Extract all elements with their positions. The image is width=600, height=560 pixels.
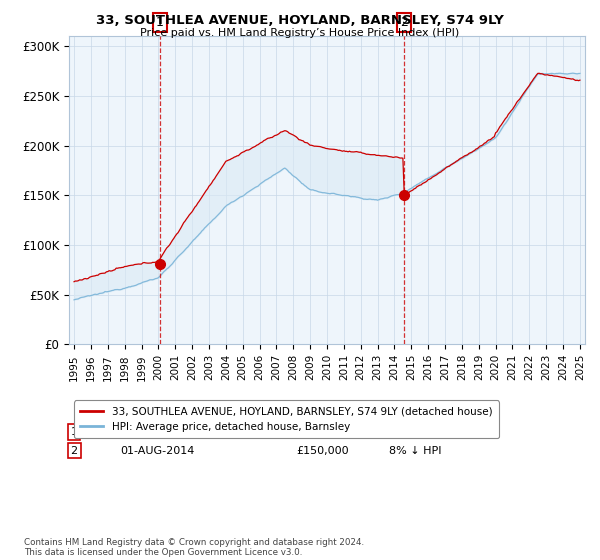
Text: 31-JAN-2000: 31-JAN-2000 (121, 427, 190, 437)
Text: Contains HM Land Registry data © Crown copyright and database right 2024.
This d: Contains HM Land Registry data © Crown c… (24, 538, 364, 557)
Text: 01-AUG-2014: 01-AUG-2014 (121, 446, 195, 456)
Text: 19% ↑ HPI: 19% ↑ HPI (389, 427, 448, 437)
Text: 33, SOUTHLEA AVENUE, HOYLAND, BARNSLEY, S74 9LY: 33, SOUTHLEA AVENUE, HOYLAND, BARNSLEY, … (96, 14, 504, 27)
Text: 1: 1 (71, 427, 77, 437)
Text: 2: 2 (71, 446, 78, 456)
Text: £150,000: £150,000 (296, 446, 349, 456)
Text: Price paid vs. HM Land Registry’s House Price Index (HPI): Price paid vs. HM Land Registry’s House … (140, 28, 460, 38)
Text: 8% ↓ HPI: 8% ↓ HPI (389, 446, 442, 456)
Text: £81,000: £81,000 (296, 427, 342, 437)
Text: 1: 1 (156, 16, 164, 29)
Legend: 33, SOUTHLEA AVENUE, HOYLAND, BARNSLEY, S74 9LY (detached house), HPI: Average p: 33, SOUTHLEA AVENUE, HOYLAND, BARNSLEY, … (74, 400, 499, 438)
Text: 2: 2 (400, 16, 408, 29)
